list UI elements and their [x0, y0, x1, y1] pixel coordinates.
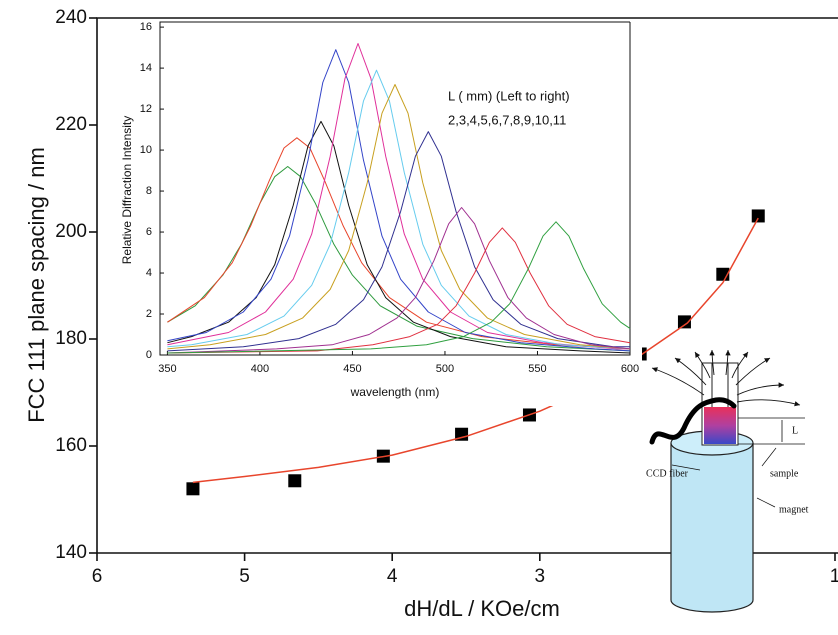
diagram-label: CCD fiber [646, 468, 689, 479]
inset-chart: 350 400 450 500 550 600 0 2 4 6 8 10 12 14 16 [140, 21, 639, 375]
data-point [455, 427, 469, 441]
magnet-body [670, 443, 754, 613]
x-tick-label: 450 [343, 363, 361, 375]
y-tick-label: 0 [146, 349, 152, 361]
data-line [167, 221, 631, 354]
diagram-label: sample [770, 468, 799, 479]
y-tick-label: 16 [140, 21, 152, 33]
x-tick-label: 350 [158, 363, 176, 375]
data-point [186, 482, 200, 496]
sample [704, 407, 736, 444]
x-tick-label: 4 [387, 566, 398, 587]
x-tick-label: 6 [92, 566, 103, 587]
y-tick-label: 160 [55, 435, 87, 456]
data-line [167, 207, 631, 354]
inset-annotation: 2,3,4,5,6,7,8,9,10,11 [448, 112, 566, 127]
axis-frame [96, 17, 838, 554]
data-point [677, 315, 691, 329]
y-tick-label: 6 [146, 226, 152, 238]
y-tick-label: 200 [55, 221, 87, 242]
pointer [756, 497, 776, 508]
inset-annotation: L ( mm) (Left to right) [448, 88, 570, 103]
x-axis-title: dH/dL / KOe/cm [404, 596, 560, 621]
x-tick-label: 500 [436, 363, 454, 375]
y-tick-label: 12 [140, 103, 152, 115]
y-tick-label: 4 [146, 267, 152, 279]
data-line [167, 137, 631, 350]
inset-x-axis-title: wavelength (nm) [350, 385, 440, 399]
x-tick-label: 600 [621, 363, 639, 375]
data-line [167, 166, 631, 352]
y-tick-label: 14 [140, 62, 152, 74]
pointer [671, 464, 701, 471]
y-tick-label: 240 [55, 7, 87, 28]
x-tick-label: 5 [239, 566, 250, 587]
diagram-label: magnet [779, 504, 809, 515]
x-tick-label: 3 [535, 566, 546, 587]
diagram-label: L [792, 425, 798, 436]
data-line [167, 131, 630, 352]
y-tick-label: 180 [55, 328, 87, 349]
data-line [167, 43, 630, 350]
magnet-diagram: CCD fiber sample magnet L [646, 349, 809, 613]
data-line [167, 69, 631, 350]
data-line [167, 84, 631, 350]
data-point [751, 209, 765, 223]
y-tick-label: 8 [146, 185, 152, 197]
data-line [167, 120, 631, 354]
data-line [167, 227, 631, 354]
y-tick-label: 2 [146, 308, 152, 320]
y-tick-label: 140 [55, 542, 87, 563]
x-tick-label: 550 [528, 363, 546, 375]
main-chart: 654321140160180200220240 [55, 7, 838, 587]
ccd-fiber [649, 397, 737, 445]
y-tick-label: 220 [55, 114, 87, 135]
y-tick-label: 10 [140, 144, 152, 156]
x-tick-label: 400 [251, 363, 269, 375]
x-tick-label: 1 [830, 566, 838, 587]
pointer [761, 447, 777, 467]
y-axis-title: FCC 111 plane spacing / nm [24, 147, 49, 423]
data-line [167, 49, 631, 352]
inset-y-axis-title: Relative Diffraction Intensity [120, 116, 134, 265]
data-point [288, 474, 302, 488]
data-line [192, 217, 759, 484]
field-lines [651, 349, 801, 407]
